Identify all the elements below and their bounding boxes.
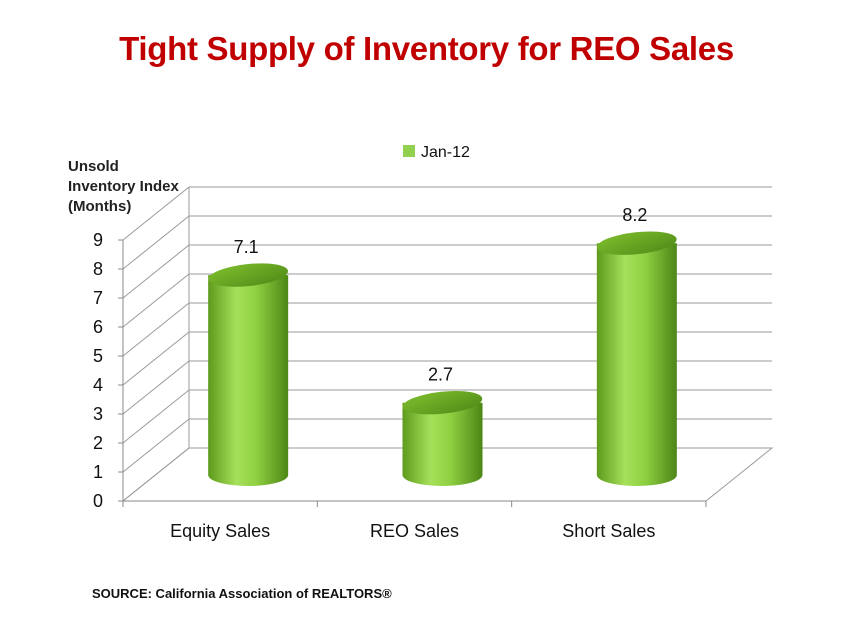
source-note: SOURCE: California Association of REALTO… (92, 586, 392, 601)
gridline-side-9 (122, 186, 190, 241)
y-tick-label-3: 3 (93, 404, 103, 424)
bar-0 (208, 275, 289, 486)
bar-top-0 (208, 263, 288, 287)
gridline-side-3 (122, 360, 190, 415)
axis-layer: 0 1 2 3 4 5 6 7 8 9 (93, 230, 707, 511)
y-axis-label-line-2: Inventory Index (68, 178, 179, 195)
data-label-2: 8.2 (622, 205, 647, 225)
bar-layer (208, 231, 677, 487)
label-layer: 7.1 Equity Sales 2.7 REO Sales 8.2 Short Sale… (170, 205, 655, 541)
gridline-side-8 (122, 215, 190, 270)
gridline-side-1 (122, 418, 190, 473)
bar-top-2 (597, 231, 677, 255)
data-label-0: 7.1 (234, 237, 259, 257)
bar-2 (596, 243, 677, 487)
y-tick-label-9: 9 (93, 230, 103, 250)
y-axis-label-line-3: (Months) (68, 198, 132, 215)
legend: Jan-12 (403, 144, 470, 161)
bar-1 (402, 402, 483, 487)
y-tick-label-0: 0 (93, 491, 103, 511)
bar-top-1 (402, 390, 483, 415)
gridline-side-4 (122, 331, 190, 386)
x-tick-label-0: Equity Sales (170, 521, 270, 541)
y-tick-label-7: 7 (93, 288, 103, 308)
gridline-side-7 (122, 244, 190, 299)
x-tick-label-2: Short Sales (562, 521, 655, 541)
x-tick-label-1: REO Sales (370, 521, 459, 541)
y-tick-label-4: 4 (93, 375, 103, 395)
y-tick-label-6: 6 (93, 317, 103, 337)
data-label-1: 2.7 (428, 365, 453, 385)
y-tick-label-1: 1 (93, 462, 103, 482)
y-axis-label-line-1: Unsold (68, 158, 119, 175)
y-axis-label: Unsold Inventory Index (Months) (68, 157, 179, 217)
gridline-side-2 (122, 389, 190, 444)
gridline-side-5 (122, 302, 190, 357)
y-tick-label-2: 2 (93, 433, 103, 453)
y-tick-label-5: 5 (93, 346, 103, 366)
y-tick-label-8: 8 (93, 259, 103, 279)
chart-title: Tight Supply of Inventory for REO Sales (119, 30, 734, 67)
legend-label: Jan-12 (421, 144, 470, 161)
legend-swatch (403, 145, 415, 157)
gridline-side-6 (122, 273, 190, 328)
